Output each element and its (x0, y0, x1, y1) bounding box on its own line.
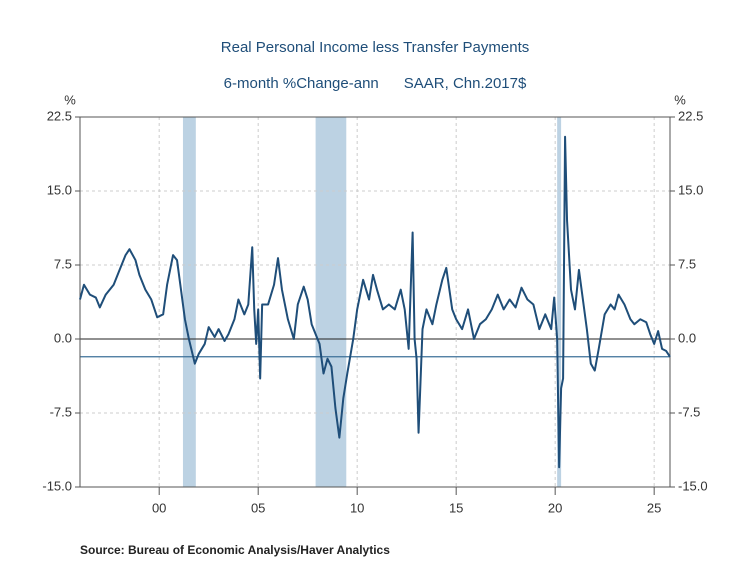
x-tick-label: 10 (350, 500, 364, 515)
y2-tick-label: 22.5 (678, 108, 703, 123)
x-tick-label: 05 (251, 500, 265, 515)
y-tick-label: 7.5 (54, 256, 72, 271)
x-tick-label: 15 (449, 500, 463, 515)
y2-tick-label: 7.5 (678, 256, 696, 271)
y-tick-label: 0.0 (54, 330, 72, 345)
x-tick-label: 00 (152, 500, 166, 515)
x-tick-label: 20 (548, 500, 562, 515)
y-tick-label: 15.0 (47, 182, 72, 197)
chart-title: Real Personal Income less Transfer Payme… (221, 39, 529, 56)
plot-frame (79, 116, 671, 488)
y-axis-label: % (64, 92, 76, 107)
y2-tick-label: -15.0 (678, 478, 708, 493)
data-line (79, 135, 671, 469)
recession-band (315, 117, 347, 487)
y2-tick-label: -7.5 (678, 404, 700, 419)
y2-tick-label: 15.0 (678, 182, 703, 197)
source-note: Source: Bureau of Economic Analysis/Have… (80, 543, 390, 557)
y2-axis-label: % (674, 92, 686, 107)
chart-subtitle: 6-month %Change-ann SAAR, Chn.2017$ (224, 75, 527, 92)
recession-band (557, 117, 562, 487)
y-tick-label: -15.0 (42, 478, 72, 493)
y-tick-label: -7.5 (50, 404, 72, 419)
recession-band (182, 117, 196, 487)
y2-tick-label: 0.0 (678, 330, 696, 345)
x-tick-label: 25 (647, 500, 661, 515)
y-tick-label: 22.5 (47, 108, 72, 123)
